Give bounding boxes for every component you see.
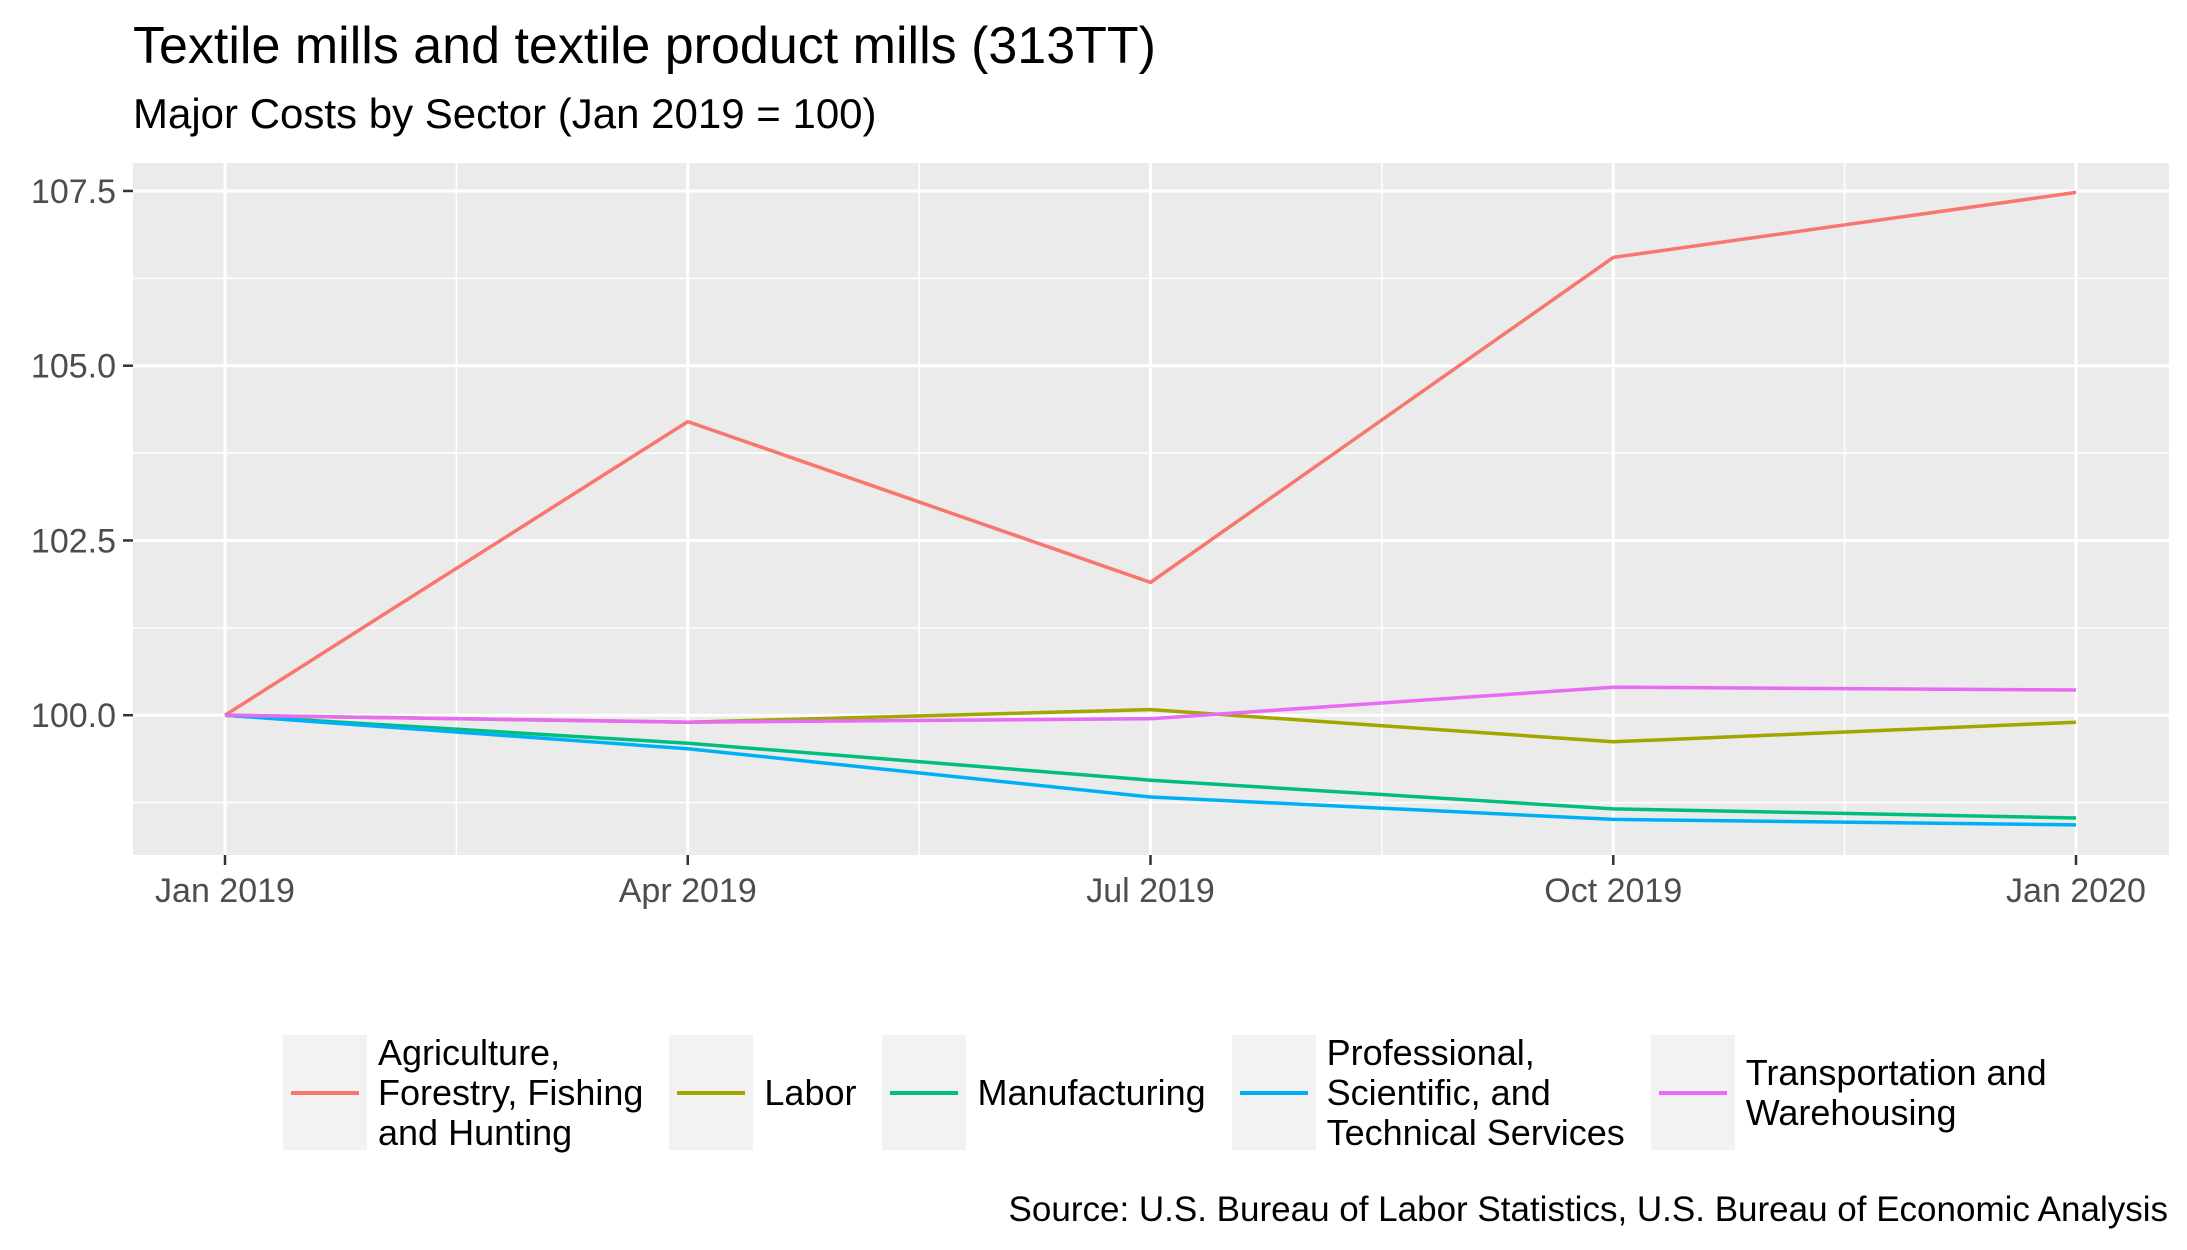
legend-swatch: [890, 1091, 959, 1095]
legend-item: Professional, Scientific, and Technical …: [1231, 1031, 1625, 1153]
legend-key: [882, 1035, 967, 1150]
legend-swatch: [677, 1091, 746, 1095]
legend-swatch: [1239, 1091, 1308, 1095]
legend-key: [1650, 1035, 1735, 1150]
legend-swatch: [291, 1091, 359, 1095]
x-tick-label: Apr 2019: [619, 872, 757, 910]
legend: Agriculture, Forestry, Fishing and Hunti…: [283, 1031, 2073, 1153]
legend-label: Transportation and Warehousing: [1745, 1051, 2047, 1133]
major-gridlines: [133, 163, 2169, 855]
legend-key: [283, 1035, 367, 1150]
legend-item: Agriculture, Forestry, Fishing and Hunti…: [283, 1031, 644, 1153]
y-tick-label: 105.0: [31, 348, 116, 386]
x-tick-label: Oct 2019: [1544, 872, 1682, 910]
legend-label: Agriculture, Forestry, Fishing and Hunti…: [378, 1031, 644, 1153]
chart-title: Textile mills and textile product mills …: [133, 17, 1156, 75]
legend-item: Manufacturing: [882, 1035, 1206, 1150]
legend-item: Transportation and Warehousing: [1650, 1035, 2047, 1150]
axes: Jan 2019 Apr 2019 Jul 2019 Oct 2019 Jan 2020…: [31, 173, 2146, 910]
y-tick-label: 100.0: [31, 697, 116, 735]
y-tick-label: 107.5: [31, 173, 116, 211]
legend-item: Labor: [669, 1035, 856, 1150]
x-tick-label: Jul 2019: [1086, 872, 1215, 910]
x-tick-label: Jan 2019: [155, 872, 295, 910]
source-caption: Source: U.S. Bureau of Labor Statistics,…: [1008, 1190, 2168, 1229]
legend-label: Manufacturing: [977, 1071, 1206, 1113]
series-lines: [224, 190, 2077, 827]
legend-label: Labor: [764, 1071, 857, 1113]
chart-subtitle: Major Costs by Sector (Jan 2019 = 100): [133, 90, 877, 137]
legend-key: [669, 1035, 754, 1150]
legend-swatch: [1658, 1091, 1727, 1095]
x-tick-label: Jan 2020: [2006, 872, 2146, 910]
legend-label: Professional, Scientific, and Technical …: [1326, 1031, 1625, 1153]
y-tick-label: 102.5: [31, 522, 116, 560]
legend-key: [1231, 1035, 1316, 1150]
